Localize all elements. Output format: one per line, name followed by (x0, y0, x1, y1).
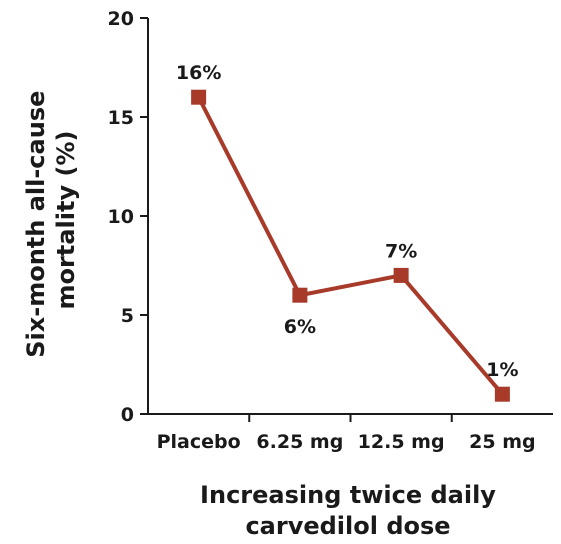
data-point-2 (393, 267, 409, 283)
data-point-1 (292, 287, 308, 303)
y-axis-title-line-2: mortality (%) (52, 131, 80, 310)
y-tick-label-15: 15 (108, 107, 134, 129)
x-axis: Placebo 6.25 mg 12.5 mg 25 mg (148, 413, 553, 453)
y-axis-title: Six-month all-cause mortality (%) (22, 82, 80, 358)
y-axis: 0 5 10 15 20 (108, 8, 149, 426)
x-tick-label-2: 12.5 mg (358, 431, 445, 453)
data-label-1: 6% (284, 316, 316, 338)
data-label-0: 16% (176, 62, 221, 84)
data-labels-layer: 16% 6% 7% 1% (176, 62, 519, 381)
y-tick-label-0: 0 (121, 404, 134, 426)
y-tick-label-10: 10 (108, 206, 134, 228)
series-line (196, 96, 504, 396)
x-axis-title-line-1: Increasing twice daily (200, 481, 496, 509)
x-axis-title-line-2: carvedilol dose (245, 512, 450, 540)
x-tick-label-3: 25 mg (469, 431, 535, 453)
y-axis-title-line-1: Six-month all-cause (22, 91, 50, 358)
x-tick-label-1: 6.25 mg (256, 431, 343, 453)
series-layer (191, 89, 510, 402)
y-tick-label-20: 20 (108, 8, 134, 30)
data-label-2: 7% (385, 240, 417, 262)
data-point-0 (191, 89, 207, 105)
data-label-3: 1% (486, 359, 518, 381)
y-tick-label-5: 5 (121, 305, 134, 327)
data-point-3 (494, 386, 510, 402)
x-tick-label-0: Placebo (157, 431, 241, 453)
